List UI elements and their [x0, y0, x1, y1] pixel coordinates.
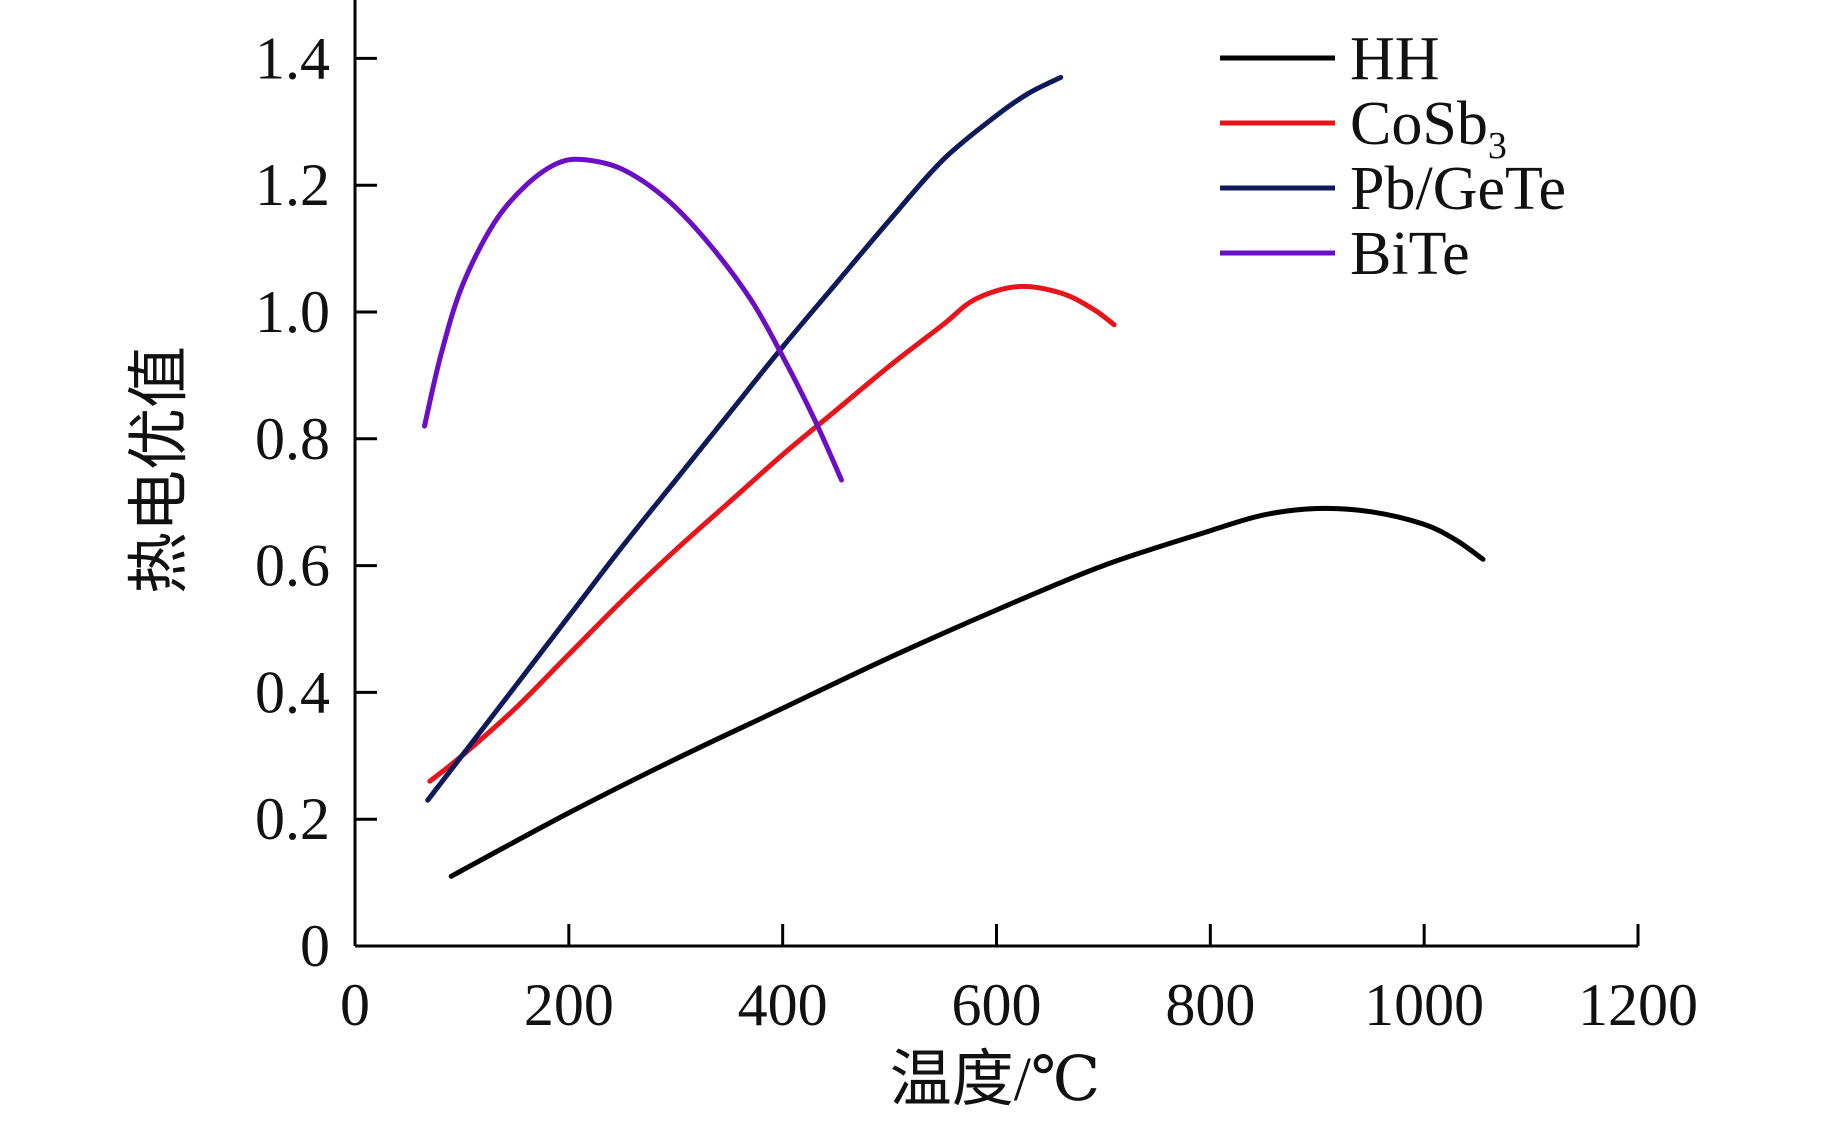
y-tick-label: 1.2: [255, 152, 330, 218]
y-tick-label: 0.2: [255, 786, 330, 852]
x-tick-label: 400: [738, 972, 828, 1038]
legend-label-hh: HH: [1350, 25, 1440, 93]
y-tick-label: 0.6: [255, 533, 330, 599]
x-tick-label: 600: [952, 972, 1042, 1038]
legend-label-pb-gete: Pb/GeTe: [1350, 155, 1566, 223]
series-line-bite: [422, 156, 844, 483]
x-tick-label: 0: [340, 972, 370, 1038]
y-tick-label: 1.0: [255, 279, 330, 345]
y-tick-label: 1.4: [255, 25, 330, 91]
series-line-hh: [448, 505, 1486, 879]
y-tick-label: 0.4: [255, 659, 330, 725]
series-line-pb-gete: [425, 74, 1064, 803]
x-tick-label: 1000: [1364, 972, 1484, 1038]
x-tick-label: 1200: [1578, 972, 1698, 1038]
x-tick-label: 800: [1165, 972, 1255, 1038]
legend-label-bite: BiTe: [1350, 220, 1470, 288]
y-tick-label: 0.8: [255, 406, 330, 472]
series-lines: [422, 74, 1486, 879]
y-tick-label: 0: [300, 913, 330, 979]
y-axis-title: 热电优值: [126, 346, 194, 594]
series-line-cosb3: [427, 283, 1117, 784]
x-axis-title: 温度/℃: [890, 1046, 1101, 1114]
x-tick-label: 200: [524, 972, 614, 1038]
legend-label-cosb3: CoSb3: [1350, 90, 1507, 167]
tick-marks: 0 200 400 600 800 1000 1200 0 0.2 0.4 0.6 0.8 1.0 1.2…: [255, 25, 1698, 1038]
